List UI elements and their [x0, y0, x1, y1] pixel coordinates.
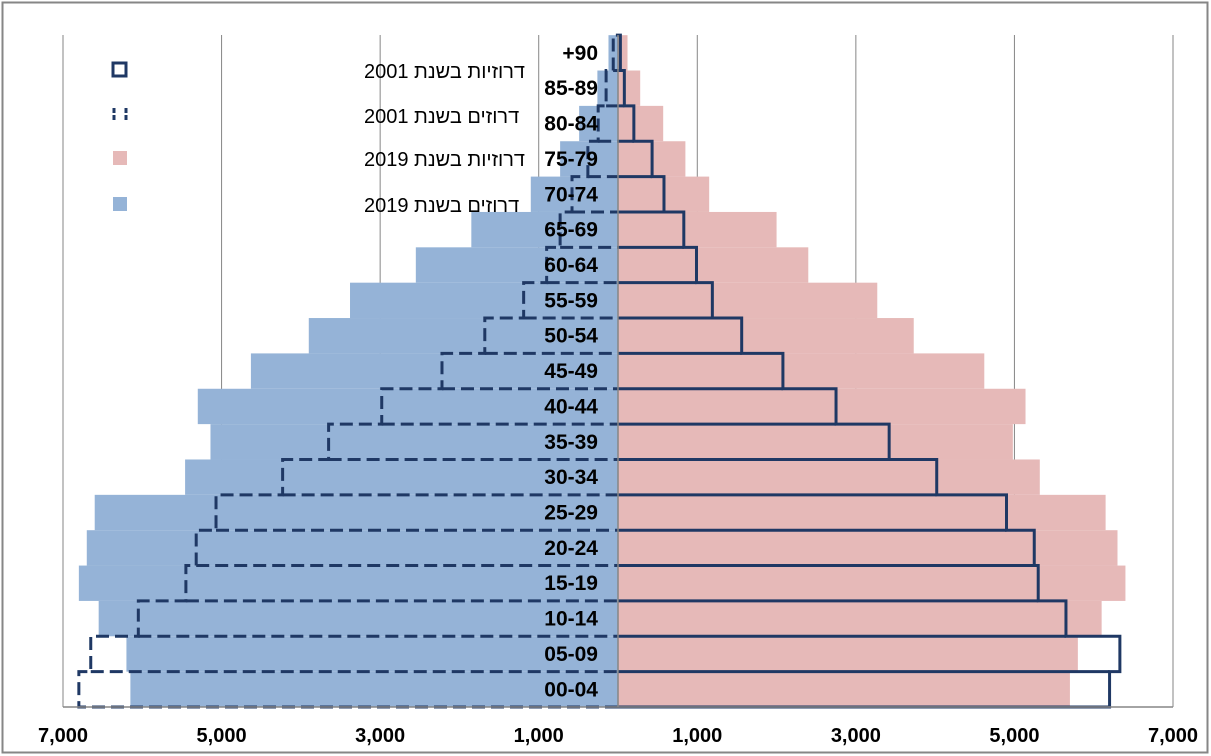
- bar-men-2019: [98, 600, 618, 637]
- bar-women-2019: [618, 35, 628, 71]
- age-label: 70-74: [544, 183, 598, 206]
- outline-men-2001: [77, 33, 618, 709]
- age-label: 80-84: [544, 113, 598, 136]
- x-tick-label: 3,000: [355, 725, 405, 747]
- outlines-2001: [77, 33, 1122, 709]
- age-label: 55-59: [544, 289, 598, 312]
- age-label: 10-14: [544, 608, 598, 631]
- legend-label: דרוזים בשנת 2001: [364, 106, 519, 128]
- bar-men-2019: [250, 353, 618, 389]
- bar-women-2019: [618, 105, 664, 142]
- bar-women-2019: [618, 318, 914, 354]
- legend-label: דרוזיות בשנת 2019: [364, 149, 525, 171]
- x-tick-label: 1,000: [514, 725, 564, 747]
- legend-swatch-women-2019: [113, 151, 127, 165]
- bar-women-2019: [618, 388, 1026, 425]
- age-label: 85-89: [544, 77, 598, 100]
- age-label: 35-39: [544, 431, 598, 454]
- legend: דרוזיות בשנת 2001 דרוזים בשנת 2001 דרוזיות…: [111, 61, 525, 217]
- age-label: 20-24: [544, 537, 598, 560]
- bar-men-2019: [185, 459, 618, 495]
- bar-men-2019: [78, 565, 619, 601]
- bar-men-2019: [597, 70, 618, 106]
- x-tick-label: 7,000: [1148, 725, 1198, 747]
- bar-women-2019: [618, 424, 1013, 460]
- age-label: 25-29: [544, 502, 598, 525]
- bars-2019: [78, 35, 1126, 707]
- age-label: +90: [562, 42, 598, 65]
- age-label: 05-09: [544, 643, 598, 666]
- age-label: 40-44: [544, 395, 598, 418]
- bar-men-2019: [94, 494, 618, 531]
- legend-swatch-women-2001: [111, 61, 128, 78]
- bar-men-2019: [471, 211, 618, 248]
- bar-women-2019: [618, 600, 1102, 637]
- age-label: 15-19: [544, 572, 598, 595]
- bar-men-2019: [308, 318, 618, 354]
- age-label: 45-49: [544, 360, 598, 383]
- age-label: 75-79: [544, 148, 598, 171]
- x-tick-label: 1,000: [672, 725, 722, 747]
- bar-women-2019: [618, 211, 777, 248]
- bar-men-2019: [608, 35, 618, 71]
- bar-women-2019: [618, 70, 641, 106]
- bar-men-2019: [415, 247, 618, 283]
- bar-women-2019: [618, 671, 1070, 707]
- bar-men-2019: [126, 636, 618, 672]
- bar-women-2019: [618, 353, 985, 389]
- bar-women-2019: [618, 247, 809, 283]
- age-label: 65-69: [544, 219, 598, 242]
- x-tick-labels: 7,000 5,000 3,000 1,000 1,000 3,000 5,000 7,000: [38, 725, 1198, 747]
- age-label: 60-64: [544, 254, 598, 277]
- age-label: 30-34: [544, 466, 598, 489]
- bar-women-2019: [618, 459, 1040, 495]
- x-tick-label: 3,000: [831, 725, 881, 747]
- bar-women-2019: [618, 282, 878, 319]
- bar-men-2019: [197, 388, 619, 425]
- age-label: 00-04: [544, 678, 598, 701]
- bar-men-2019: [210, 424, 618, 460]
- bar-women-2019: [618, 494, 1106, 531]
- bar-men-2019: [86, 530, 619, 566]
- legend-swatch-men-2019: [113, 197, 127, 211]
- legend-label: דרוזיות בשנת 2001: [364, 61, 525, 83]
- x-tick-label: 5,000: [197, 725, 247, 747]
- legend-label: דרוזים בשנת 2019: [364, 195, 519, 217]
- bar-men-2019: [130, 671, 618, 707]
- outline-women-2001: [618, 33, 1122, 709]
- bar-women-2019: [618, 530, 1118, 566]
- bar-women-2019: [618, 565, 1126, 601]
- x-tick-label: 5,000: [989, 725, 1039, 747]
- x-tick-label: 7,000: [38, 725, 88, 747]
- bar-men-2019: [350, 282, 618, 319]
- bar-women-2019: [618, 636, 1078, 672]
- age-label: 50-54: [544, 325, 598, 348]
- age-group-labels: 00-04 05-09 10-14 15-19 20-24 25-29 30-34 35-39…: [544, 42, 598, 701]
- bar-men-2019: [530, 176, 618, 212]
